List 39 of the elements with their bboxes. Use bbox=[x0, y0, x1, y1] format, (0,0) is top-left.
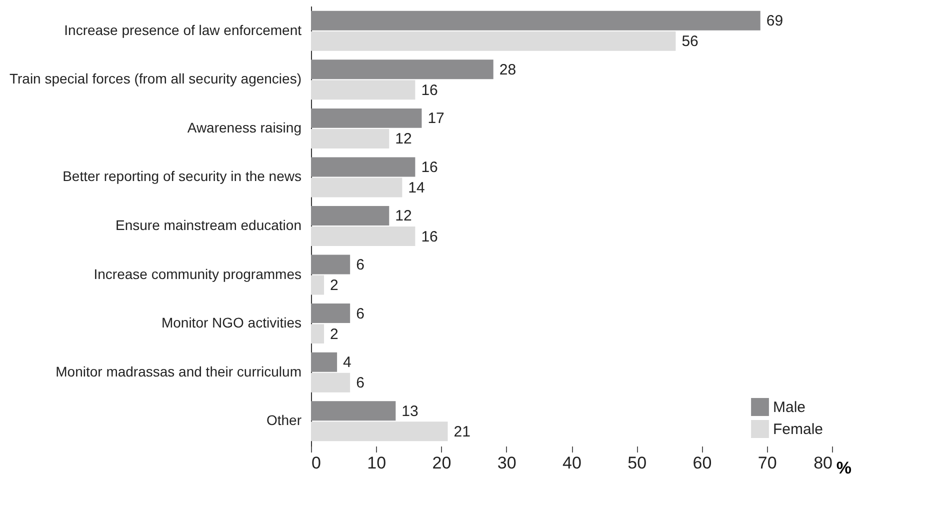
data-label: 16 bbox=[421, 158, 438, 176]
x-tick-label: 40 bbox=[562, 454, 582, 472]
y-tick-label: Other bbox=[266, 412, 302, 428]
data-label: 14 bbox=[408, 179, 425, 196]
data-label: 21 bbox=[454, 423, 470, 440]
legend-label: Female bbox=[773, 421, 824, 438]
data-label: 16 bbox=[421, 228, 438, 246]
legend-label: Male bbox=[773, 399, 806, 416]
data-label: 69 bbox=[766, 12, 784, 30]
data-label: 28 bbox=[499, 61, 516, 78]
x-tick-label: 70 bbox=[758, 454, 777, 472]
x-axis-title: % bbox=[836, 458, 852, 478]
data-label: 16 bbox=[421, 82, 438, 99]
data-label: 13 bbox=[402, 402, 418, 420]
data-label: 6 bbox=[356, 374, 364, 392]
x-tick-label: 0 bbox=[312, 454, 321, 472]
data-label: 4 bbox=[343, 354, 352, 372]
data-label: 12 bbox=[395, 130, 412, 148]
y-tick-label: Increase presence of law enforcement bbox=[64, 22, 302, 38]
y-tick-label: Ensure mainstream education bbox=[116, 217, 302, 233]
data-label: 6 bbox=[356, 305, 364, 322]
y-tick-label: Increase community programmes bbox=[94, 266, 302, 282]
y-tick-label: Monitor NGO activities bbox=[161, 314, 302, 331]
data-label: 2 bbox=[330, 326, 338, 343]
x-tick-label: 80 bbox=[814, 454, 832, 472]
x-tick-label: 30 bbox=[497, 454, 516, 472]
data-label: 12 bbox=[395, 208, 412, 225]
y-tick-label: Awareness raising bbox=[187, 119, 302, 136]
y-tick-label: Monitor madrassas and their curriculum bbox=[56, 363, 302, 380]
x-tick-label: 60 bbox=[692, 454, 712, 472]
data-label: 6 bbox=[356, 256, 364, 274]
data-label: 17 bbox=[428, 110, 444, 128]
x-tick-label: 50 bbox=[628, 454, 647, 472]
data-label: 56 bbox=[682, 33, 698, 50]
x-tick-label: 10 bbox=[367, 454, 386, 472]
x-tick-label: 20 bbox=[432, 454, 452, 472]
data-label: 2 bbox=[330, 277, 338, 294]
y-tick-label: Better reporting of security in the news bbox=[62, 168, 302, 184]
y-tick-label: Train special forces (from all security agencies) bbox=[9, 70, 302, 87]
